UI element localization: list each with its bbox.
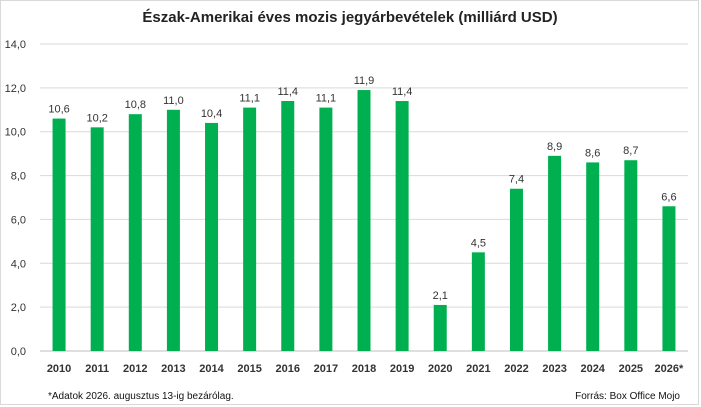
x-tick-label: 2015	[237, 363, 261, 375]
data-label: 11,4	[392, 86, 413, 98]
y-tick-label: 14,0	[5, 39, 26, 51]
bar	[357, 90, 371, 352]
x-tick-label: 2012	[123, 363, 147, 375]
source-note: Forrás: Box Office Mojo	[575, 391, 680, 402]
bar	[52, 118, 66, 351]
y-tick-label: 10,0	[5, 127, 26, 139]
data-label: 11,0	[163, 95, 184, 107]
x-tick-label: 2019	[390, 363, 414, 375]
x-tick-label: 2017	[314, 363, 338, 375]
x-tick-label: 2020	[428, 363, 452, 375]
data-label: 7,4	[509, 174, 524, 186]
bar	[433, 304, 447, 351]
x-tick-label: 2022	[504, 363, 528, 375]
y-tick-label: 6,0	[11, 214, 26, 226]
data-label: 8,9	[547, 141, 562, 153]
data-label: 11,9	[354, 75, 375, 87]
data-labels: 10,6 10,2 10,8 11,0 10,4 11,1 11,4 11,1 11,9 11,4…	[48, 75, 676, 302]
x-axis: 2010 2011 2012 2013 2014 2015 2016 2017 2018 2019…	[47, 363, 684, 375]
y-tick-label: 4,0	[11, 258, 26, 270]
data-label: 11,4	[277, 86, 298, 98]
data-label: 8,6	[585, 147, 600, 159]
bar	[90, 127, 104, 351]
bar	[128, 114, 142, 352]
x-tick-label: 2025	[619, 363, 643, 375]
data-label: 6,6	[661, 191, 676, 203]
bar	[662, 206, 676, 351]
x-tick-label: 2013	[161, 363, 185, 375]
x-tick-label: 2021	[466, 363, 490, 375]
x-tick-label: 2011	[85, 363, 109, 375]
x-tick-label: 2026*	[655, 363, 684, 375]
footnote: *Adatok 2026. augusztus 13-ig bezárólag.	[48, 391, 234, 402]
bar	[243, 107, 257, 351]
data-label: 11,1	[239, 93, 260, 105]
x-tick-label: 2018	[352, 363, 376, 375]
gridlines	[40, 43, 688, 352]
data-label: 10,8	[125, 99, 146, 111]
y-tick-label: 2,0	[11, 302, 26, 314]
x-tick-label: 2010	[47, 363, 71, 375]
bar	[586, 162, 600, 351]
bar	[319, 107, 333, 351]
y-tick-label: 0,0	[11, 346, 26, 358]
x-tick-label: 2023	[542, 363, 566, 375]
bar	[471, 252, 485, 351]
y-tick-label: 12,0	[5, 83, 26, 95]
y-axis: 0,0 2,0 4,0 6,0 8,0 10,0 12,0 14,0	[5, 39, 26, 358]
data-label: 8,7	[623, 145, 638, 157]
y-tick-label: 8,0	[11, 171, 26, 183]
data-label: 10,2	[86, 112, 107, 124]
data-label: 2,1	[433, 290, 448, 302]
x-tick-label: 2016	[276, 363, 300, 375]
bar	[509, 188, 523, 351]
bar	[624, 160, 638, 351]
bar	[395, 101, 409, 351]
bar	[205, 122, 219, 351]
x-tick-label: 2024	[580, 363, 605, 375]
chart-title: Észak-Amerikai éves mozis jegyárbevétele…	[142, 9, 557, 26]
bar	[548, 155, 562, 351]
x-tick-label: 2014	[199, 363, 224, 375]
data-label: 10,4	[201, 108, 222, 120]
data-label: 4,5	[471, 237, 486, 249]
data-label: 10,6	[48, 104, 69, 116]
data-label: 11,1	[316, 93, 337, 105]
bars	[52, 90, 676, 352]
bar	[166, 109, 180, 352]
bar	[281, 101, 295, 351]
